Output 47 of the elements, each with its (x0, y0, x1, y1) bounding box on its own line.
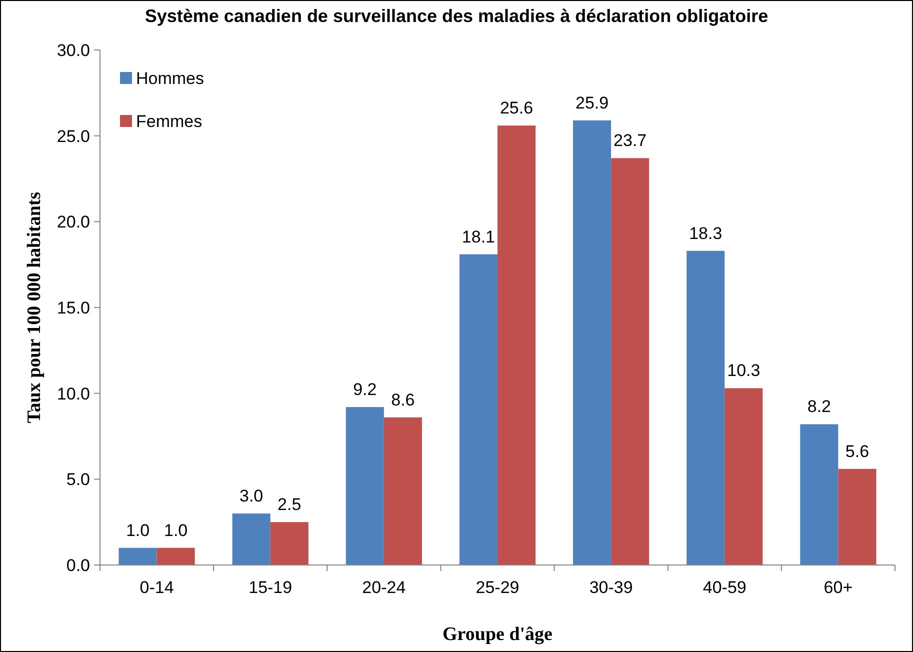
bar (346, 407, 384, 565)
data-label: 3.0 (240, 486, 264, 506)
data-label: 25.6 (500, 98, 534, 118)
data-label: 1.0 (164, 520, 188, 540)
bar (800, 424, 838, 565)
x-tick-label: 15-19 (248, 578, 292, 597)
bar (838, 468, 876, 565)
bar (498, 126, 536, 565)
data-label: 18.1 (462, 227, 496, 246)
data-label: 2.5 (278, 495, 302, 514)
y-tick-label: 20.0 (56, 212, 90, 232)
bar (573, 120, 612, 565)
x-tick-label: 30-39 (589, 578, 633, 597)
bar (270, 522, 308, 565)
bar (724, 388, 763, 565)
bar (384, 417, 422, 565)
y-tick-label: 10.0 (56, 384, 90, 404)
data-label: 5.6 (845, 442, 870, 461)
y-tick-label: 30.0 (56, 40, 90, 60)
legend-label: Femmes (136, 112, 202, 131)
data-label: 8.6 (391, 390, 415, 410)
y-tick-label: 15.0 (56, 298, 90, 318)
bar (611, 158, 650, 565)
bar (459, 254, 498, 565)
legend-label: Hommes (136, 68, 204, 88)
x-tick-label: 0-14 (140, 578, 174, 597)
bar (118, 548, 157, 565)
bar (156, 548, 195, 565)
bar (232, 514, 270, 565)
data-label: 18.3 (689, 224, 722, 243)
data-label: 9.2 (353, 380, 377, 400)
chart-title: Système canadien de surveillance des maladies à déclaration obligatoire (144, 6, 768, 26)
data-label: 1.0 (126, 520, 150, 540)
data-label: 23.7 (614, 131, 647, 150)
x-tick-label: 25-29 (476, 578, 520, 597)
x-axis-title: Groupe d'âge (442, 624, 552, 645)
x-tick-label: 60+ (824, 578, 853, 597)
data-label: 8.2 (807, 397, 832, 416)
x-tick-label: 40-59 (702, 578, 746, 597)
data-label: 25.9 (576, 93, 609, 112)
data-label: 10.3 (727, 361, 760, 380)
x-tick-label: 20-24 (362, 578, 406, 597)
y-tick-label: 25.0 (56, 126, 90, 146)
y-axis-title: Taux pour 100 000 habitants (24, 192, 45, 424)
bar (686, 250, 725, 565)
y-tick-label: 5.0 (66, 470, 90, 490)
y-tick-label: 0.0 (66, 556, 90, 575)
